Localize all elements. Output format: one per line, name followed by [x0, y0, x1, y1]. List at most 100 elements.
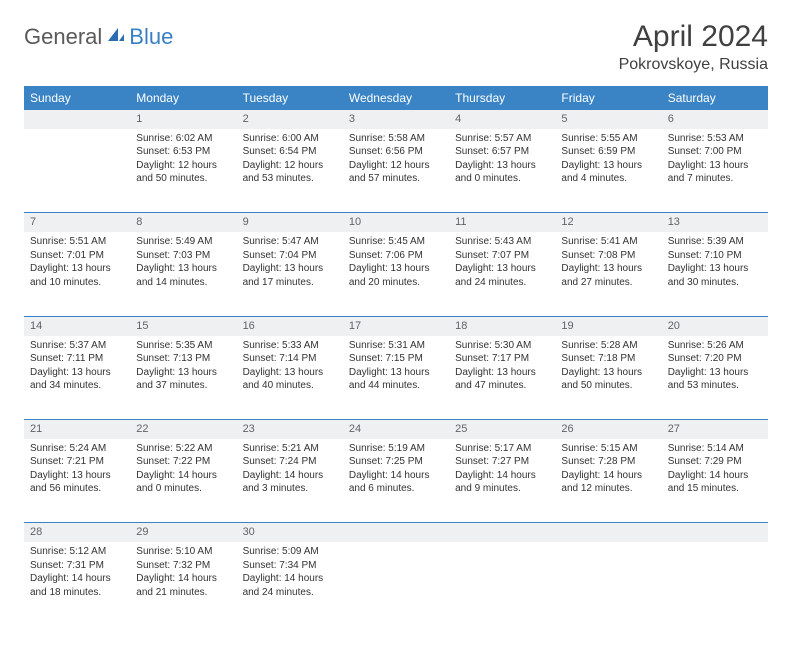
day-cell	[555, 542, 661, 626]
day-header: Sunday	[24, 86, 130, 110]
sunset-text: Sunset: 7:27 PM	[455, 455, 549, 469]
content-row: Sunrise: 5:24 AMSunset: 7:21 PMDaylight:…	[24, 439, 768, 523]
sunrise-text: Sunrise: 5:53 AM	[668, 132, 762, 146]
day-cell: Sunrise: 5:17 AMSunset: 7:27 PMDaylight:…	[449, 439, 555, 523]
day-number: 9	[237, 213, 343, 232]
sunrise-text: Sunrise: 5:15 AM	[561, 442, 655, 456]
day-cell: Sunrise: 5:15 AMSunset: 7:28 PMDaylight:…	[555, 439, 661, 523]
sunset-text: Sunset: 7:04 PM	[243, 249, 337, 263]
logo-text-general: General	[24, 24, 102, 50]
sunset-text: Sunset: 7:31 PM	[30, 559, 124, 573]
day-number: 17	[343, 316, 449, 335]
day-cell: Sunrise: 5:31 AMSunset: 7:15 PMDaylight:…	[343, 336, 449, 420]
daynum-row: 78910111213	[24, 213, 768, 232]
day-cell: Sunrise: 5:55 AMSunset: 6:59 PMDaylight:…	[555, 129, 661, 213]
sunrise-text: Sunrise: 5:31 AM	[349, 339, 443, 353]
day-cell: Sunrise: 5:39 AMSunset: 7:10 PMDaylight:…	[662, 232, 768, 316]
sunrise-text: Sunrise: 5:39 AM	[668, 235, 762, 249]
day-cell: Sunrise: 6:00 AMSunset: 6:54 PMDaylight:…	[237, 129, 343, 213]
day-cell: Sunrise: 5:57 AMSunset: 6:57 PMDaylight:…	[449, 129, 555, 213]
daylight-text: Daylight: 14 hours and 0 minutes.	[136, 469, 230, 496]
day-cell: Sunrise: 5:35 AMSunset: 7:13 PMDaylight:…	[130, 336, 236, 420]
sunrise-text: Sunrise: 5:55 AM	[561, 132, 655, 146]
daylight-text: Daylight: 13 hours and 37 minutes.	[136, 366, 230, 393]
sunset-text: Sunset: 7:25 PM	[349, 455, 443, 469]
day-cell: Sunrise: 5:30 AMSunset: 7:17 PMDaylight:…	[449, 336, 555, 420]
daynum-row: 123456	[24, 110, 768, 129]
daylight-text: Daylight: 12 hours and 50 minutes.	[136, 159, 230, 186]
sunrise-text: Sunrise: 5:26 AM	[668, 339, 762, 353]
day-cell: Sunrise: 5:43 AMSunset: 7:07 PMDaylight:…	[449, 232, 555, 316]
day-number: 22	[130, 420, 236, 439]
day-number: 26	[555, 420, 661, 439]
sunset-text: Sunset: 7:07 PM	[455, 249, 549, 263]
day-cell: Sunrise: 5:33 AMSunset: 7:14 PMDaylight:…	[237, 336, 343, 420]
day-header: Friday	[555, 86, 661, 110]
sunset-text: Sunset: 7:03 PM	[136, 249, 230, 263]
sunrise-text: Sunrise: 5:28 AM	[561, 339, 655, 353]
title-block: April 2024 Pokrovskoye, Russia	[619, 20, 768, 74]
day-cell: Sunrise: 5:09 AMSunset: 7:34 PMDaylight:…	[237, 542, 343, 626]
daylight-text: Daylight: 14 hours and 21 minutes.	[136, 572, 230, 599]
daylight-text: Daylight: 13 hours and 24 minutes.	[455, 262, 549, 289]
sunrise-text: Sunrise: 5:35 AM	[136, 339, 230, 353]
day-number	[662, 523, 768, 542]
sunrise-text: Sunrise: 5:21 AM	[243, 442, 337, 456]
sunset-text: Sunset: 7:11 PM	[30, 352, 124, 366]
day-number: 7	[24, 213, 130, 232]
day-number: 10	[343, 213, 449, 232]
day-number	[24, 110, 130, 129]
sunset-text: Sunset: 7:22 PM	[136, 455, 230, 469]
sunset-text: Sunset: 7:18 PM	[561, 352, 655, 366]
sunset-text: Sunset: 7:10 PM	[668, 249, 762, 263]
day-cell: Sunrise: 5:58 AMSunset: 6:56 PMDaylight:…	[343, 129, 449, 213]
sunrise-text: Sunrise: 5:17 AM	[455, 442, 549, 456]
sunset-text: Sunset: 6:59 PM	[561, 145, 655, 159]
day-cell: Sunrise: 5:26 AMSunset: 7:20 PMDaylight:…	[662, 336, 768, 420]
logo-text-blue: Blue	[129, 24, 173, 50]
daylight-text: Daylight: 12 hours and 57 minutes.	[349, 159, 443, 186]
daylight-text: Daylight: 13 hours and 34 minutes.	[30, 366, 124, 393]
daylight-text: Daylight: 13 hours and 7 minutes.	[668, 159, 762, 186]
sunset-text: Sunset: 6:54 PM	[243, 145, 337, 159]
day-cell: Sunrise: 5:21 AMSunset: 7:24 PMDaylight:…	[237, 439, 343, 523]
day-number: 1	[130, 110, 236, 129]
day-number: 21	[24, 420, 130, 439]
day-number: 29	[130, 523, 236, 542]
daylight-text: Daylight: 13 hours and 30 minutes.	[668, 262, 762, 289]
day-cell: Sunrise: 5:49 AMSunset: 7:03 PMDaylight:…	[130, 232, 236, 316]
sunrise-text: Sunrise: 5:51 AM	[30, 235, 124, 249]
daylight-text: Daylight: 13 hours and 50 minutes.	[561, 366, 655, 393]
sunset-text: Sunset: 7:29 PM	[668, 455, 762, 469]
day-cell: Sunrise: 5:41 AMSunset: 7:08 PMDaylight:…	[555, 232, 661, 316]
sunset-text: Sunset: 7:15 PM	[349, 352, 443, 366]
sunrise-text: Sunrise: 5:10 AM	[136, 545, 230, 559]
day-cell: Sunrise: 5:53 AMSunset: 7:00 PMDaylight:…	[662, 129, 768, 213]
sunset-text: Sunset: 7:24 PM	[243, 455, 337, 469]
sunset-text: Sunset: 7:08 PM	[561, 249, 655, 263]
sunrise-text: Sunrise: 5:58 AM	[349, 132, 443, 146]
day-number: 30	[237, 523, 343, 542]
daylight-text: Daylight: 14 hours and 15 minutes.	[668, 469, 762, 496]
page-title: April 2024	[619, 20, 768, 54]
day-number: 24	[343, 420, 449, 439]
location-label: Pokrovskoye, Russia	[619, 56, 768, 74]
daylight-text: Daylight: 13 hours and 17 minutes.	[243, 262, 337, 289]
sunrise-text: Sunrise: 5:09 AM	[243, 545, 337, 559]
sunrise-text: Sunrise: 6:02 AM	[136, 132, 230, 146]
calendar-table: Sunday Monday Tuesday Wednesday Thursday…	[24, 86, 768, 626]
sunset-text: Sunset: 7:13 PM	[136, 352, 230, 366]
sunrise-text: Sunrise: 5:37 AM	[30, 339, 124, 353]
content-row: Sunrise: 5:37 AMSunset: 7:11 PMDaylight:…	[24, 336, 768, 420]
day-cell: Sunrise: 5:47 AMSunset: 7:04 PMDaylight:…	[237, 232, 343, 316]
day-number: 18	[449, 316, 555, 335]
sunset-text: Sunset: 7:00 PM	[668, 145, 762, 159]
day-cell: Sunrise: 5:37 AMSunset: 7:11 PMDaylight:…	[24, 336, 130, 420]
day-cell: Sunrise: 5:24 AMSunset: 7:21 PMDaylight:…	[24, 439, 130, 523]
day-header-row: Sunday Monday Tuesday Wednesday Thursday…	[24, 86, 768, 110]
day-cell: Sunrise: 5:12 AMSunset: 7:31 PMDaylight:…	[24, 542, 130, 626]
day-number	[449, 523, 555, 542]
day-number: 14	[24, 316, 130, 335]
sunset-text: Sunset: 6:56 PM	[349, 145, 443, 159]
header: General Blue April 2024 Pokrovskoye, Rus…	[24, 20, 768, 74]
